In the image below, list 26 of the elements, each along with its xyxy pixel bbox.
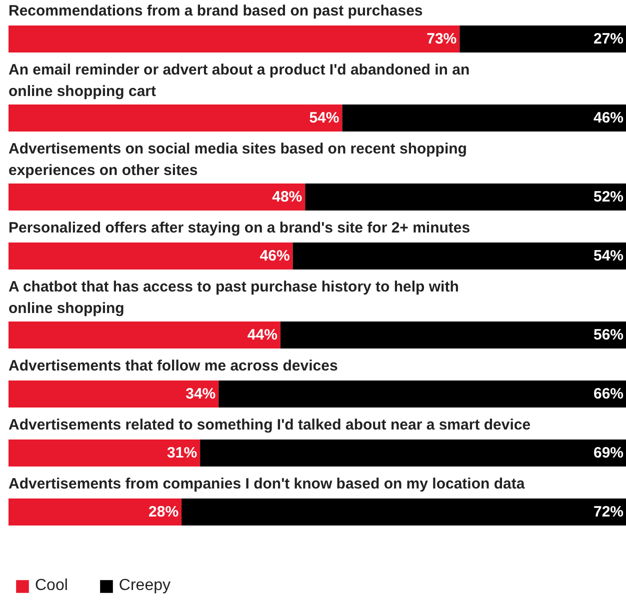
data-label: 73% <box>426 30 457 48</box>
data-label: 54% <box>593 248 624 264</box>
data-label: 44% <box>247 326 278 344</box>
data-label: 69% <box>593 444 624 462</box>
y-tick-label: Advertisements that follow me across devices <box>8 358 338 374</box>
data-label: 31% <box>167 444 198 462</box>
data-label: 54% <box>309 110 340 126</box>
data-label: 52% <box>593 188 624 206</box>
data-label: 46% <box>260 248 290 264</box>
y-tick-label: Advertisements related to something I'd talked about near a smart device <box>8 416 531 434</box>
y-tick-label: Recommendations from a brand based on past purchases <box>8 2 423 20</box>
data-label: 34% <box>186 386 216 402</box>
legend-label: Cool <box>35 577 68 595</box>
data-label: 72% <box>593 504 624 520</box>
y-tick-label: Advertisements from companies I don't know based on my location data <box>8 476 526 492</box>
y-tick-label: An email reminder or advert about a product I'd abandoned in an online shopping cart <box>8 62 470 100</box>
data-label: 48% <box>272 188 302 206</box>
y-tick-label: A chatbot that has access to past purchase history to help with online shopping <box>8 278 459 317</box>
data-label: 46% <box>593 110 624 126</box>
data-label: 28% <box>148 504 179 520</box>
data-label: 56% <box>593 326 624 344</box>
data-label: 27% <box>593 30 624 48</box>
y-tick-label: Personalized offers after staying on a brand's site for 2+ minutes <box>8 220 470 236</box>
legend-label: Creepy <box>118 577 170 595</box>
y-tick-label: Advertisements on social media sites based on recent shopping experiences on other sites <box>8 140 467 179</box>
data-label: 66% <box>593 386 624 402</box>
